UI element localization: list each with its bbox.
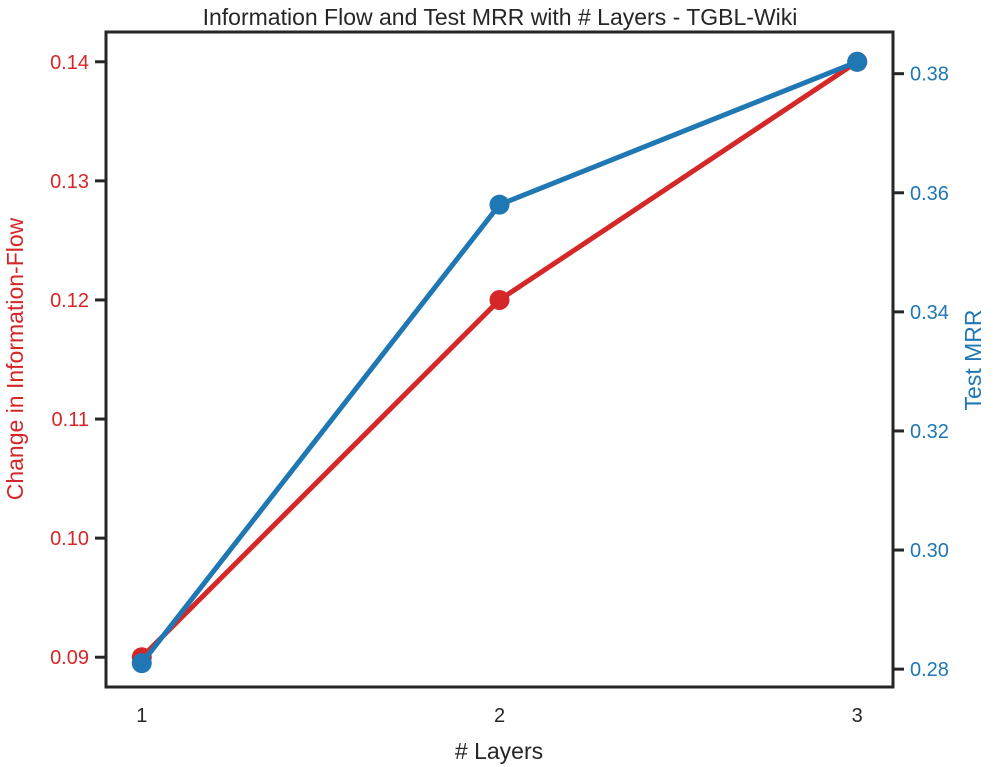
right-axis-tick-label: 0.28 bbox=[910, 659, 949, 681]
data-point-test-mrr bbox=[489, 194, 510, 215]
left-axis-tick-label: 0.10 bbox=[50, 528, 89, 550]
x-axis-label: # Layers bbox=[455, 738, 543, 764]
series-line-information-flow bbox=[139, 59, 860, 660]
right-y-axis-label: Test MRR bbox=[960, 310, 986, 411]
x-axis-tick-label: 3 bbox=[852, 705, 863, 727]
left-axis-tick-label: 0.14 bbox=[50, 52, 89, 74]
left-axis-tick-label: 0.09 bbox=[50, 647, 89, 669]
chart-plot-area: 0.09 0.10 0.11 0.12 0.13 0.14 0.28 0.30 0.32 0.34… bbox=[50, 30, 949, 727]
right-axis-tick-label: 0.34 bbox=[910, 302, 949, 324]
plot-frame bbox=[104, 30, 895, 689]
data-point-test-mrr bbox=[847, 51, 868, 72]
left-y-axis-label: Change in Information-Flow bbox=[2, 217, 28, 500]
data-point-information-flow bbox=[489, 289, 510, 310]
left-axis-tick-label: 0.13 bbox=[50, 171, 89, 193]
right-axis-tick-label: 0.32 bbox=[910, 421, 949, 443]
x-axis-tick-label: 2 bbox=[494, 705, 505, 727]
right-axis-tick-label: 0.36 bbox=[910, 183, 949, 205]
left-axis-tick-label: 0.12 bbox=[50, 290, 89, 312]
right-axis-tick-label: 0.38 bbox=[910, 64, 949, 86]
data-point-test-mrr bbox=[131, 653, 152, 674]
x-axis-tick-label: 1 bbox=[136, 705, 147, 727]
left-axis-tick-label: 0.11 bbox=[52, 409, 89, 431]
chart-title: Information Flow and Test MRR with # Lay… bbox=[203, 4, 798, 30]
right-axis-tick-label: 0.30 bbox=[910, 540, 949, 562]
series-line-test-mrr bbox=[139, 59, 860, 666]
